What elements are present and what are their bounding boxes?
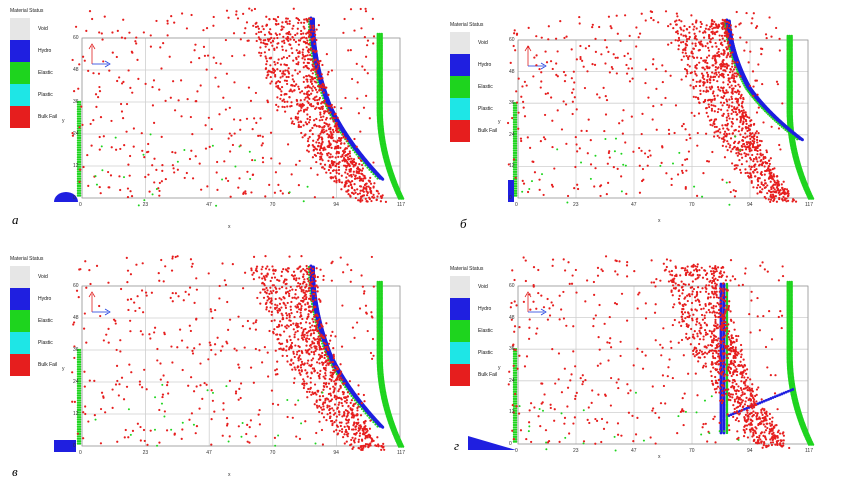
- x-tick-label: 70: [270, 450, 276, 456]
- y-tick-label: 12: [509, 163, 515, 169]
- x-tick-label: 117: [805, 448, 813, 454]
- panel-label: б: [460, 216, 467, 232]
- x-axis-label: x: [658, 218, 661, 224]
- x-tick-label: 47: [206, 202, 212, 208]
- y-tick-label: 36: [509, 100, 515, 106]
- x-tick-label: 0: [79, 450, 82, 456]
- plot-frame: [82, 286, 400, 446]
- y-tick-label: 24: [73, 379, 79, 385]
- x-tick-label: 117: [397, 202, 405, 208]
- x-tick-label: 0: [79, 202, 82, 208]
- particle-cloud: [507, 10, 814, 206]
- simulation-plot: [440, 10, 850, 256]
- y-tick-label: 36: [73, 99, 79, 105]
- y-axis-label: y: [498, 365, 501, 371]
- axes-indicator-icon: [525, 292, 546, 315]
- x-axis-label: x: [228, 472, 231, 478]
- panel-label: в: [12, 464, 18, 480]
- y-tick-label: 24: [509, 132, 515, 138]
- y-tick-label: 60: [509, 283, 515, 289]
- x-tick-label: 70: [689, 202, 695, 208]
- panel-label: г: [454, 438, 459, 454]
- y-axis-label: y: [62, 118, 65, 124]
- y-tick-label: 24: [509, 378, 515, 384]
- x-tick-label: 47: [631, 448, 637, 454]
- x-tick-label: 0: [515, 202, 518, 208]
- x-tick-label: 94: [333, 202, 339, 208]
- y-axis-label: y: [498, 119, 501, 125]
- y-tick-label: 48: [73, 67, 79, 73]
- y-tick-label: 0: [73, 443, 76, 449]
- plot-frame: [82, 38, 400, 198]
- axes-indicator-icon: [89, 292, 110, 315]
- y-tick-label: 60: [73, 283, 79, 289]
- y-tick-label: 60: [509, 37, 515, 43]
- y-tick-label: 48: [73, 315, 79, 321]
- y-tick-label: 48: [509, 69, 515, 75]
- x-axis-label: x: [658, 454, 661, 460]
- x-tick-label: 0: [515, 448, 518, 454]
- x-tick-label: 117: [397, 450, 405, 456]
- x-tick-label: 94: [747, 448, 753, 454]
- x-axis-label: x: [228, 224, 231, 230]
- particle-cloud: [508, 255, 815, 451]
- y-tick-label: 0: [73, 195, 76, 201]
- y-tick-label: 60: [73, 35, 79, 41]
- x-tick-label: 23: [143, 202, 149, 208]
- x-tick-label: 47: [206, 450, 212, 456]
- x-tick-label: 23: [573, 202, 579, 208]
- y-tick-label: 24: [73, 131, 79, 137]
- x-tick-label: 23: [573, 448, 579, 454]
- x-tick-label: 70: [689, 448, 695, 454]
- y-axis-label: y: [62, 366, 65, 372]
- y-tick-label: 0: [509, 195, 512, 201]
- x-tick-label: 47: [631, 202, 637, 208]
- y-tick-label: 36: [73, 347, 79, 353]
- y-tick-label: 12: [509, 409, 515, 415]
- x-tick-label: 70: [270, 202, 276, 208]
- particle-cloud: [71, 255, 404, 451]
- panel-label: а: [12, 212, 19, 228]
- x-tick-label: 94: [333, 450, 339, 456]
- x-tick-label: 94: [747, 202, 753, 208]
- simulation-plot: [440, 256, 850, 502]
- y-tick-label: 0: [509, 441, 512, 447]
- y-tick-label: 36: [509, 346, 515, 352]
- x-tick-label: 23: [143, 450, 149, 456]
- x-tick-label: 117: [805, 202, 813, 208]
- y-tick-label: 12: [73, 163, 79, 169]
- particle-cloud: [71, 8, 404, 207]
- y-tick-label: 12: [73, 411, 79, 417]
- y-tick-label: 48: [509, 315, 515, 321]
- axes-indicator-icon: [89, 44, 110, 67]
